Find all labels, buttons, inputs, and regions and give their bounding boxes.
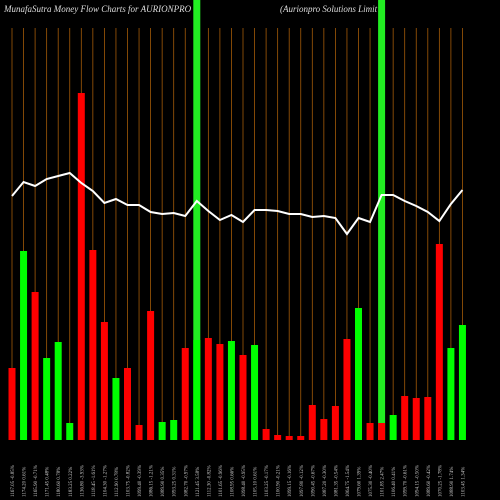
bar [366,423,374,440]
bar [31,292,39,440]
x-tick-label: 1103.25 -0.17% [265,465,270,497]
bar [389,415,397,440]
bar [285,436,293,440]
x-tick-label: 1098.40 -0.95% [242,465,247,497]
bar [170,420,178,440]
x-tick-label: 1112.90 0.78% [115,467,120,497]
x-tick-label: 1106.40 0.41% [392,467,397,497]
x-tick-label: 1064.75 -1.54% [346,465,351,497]
bar [204,338,212,440]
x-tick-label: 1100.90 -0.21% [277,465,282,497]
money-flow-line [11,171,464,236]
highlight-band [378,0,386,440]
bar [274,435,282,440]
bar [147,311,155,440]
chart-subtitle: (Aurionpro Solutions Limit [280,4,378,14]
x-tick-label: 1165.90 -0.71% [34,465,39,497]
bar [435,244,443,440]
bar [378,423,386,440]
bar [193,340,201,440]
bar [297,436,305,440]
bar [43,358,51,440]
bar [135,425,143,440]
bar [77,93,85,440]
x-tick-label: 1079.60 1.39% [358,467,363,497]
bar [181,348,189,440]
x-tick-label: 1105.10 0.61% [254,467,259,497]
x-tick-label: 1183.25 0.22% [69,467,74,497]
x-tick-label: 1094.15 -0.50% [415,465,420,497]
bar [54,342,62,440]
bar [239,355,247,440]
x-tick-label: 1082.70 -0.97% [184,465,189,497]
bar [158,422,166,440]
bar [66,423,74,440]
x-tick-label: 1101.85 2.47% [381,467,386,497]
x-tick-label: 1104.30 -1.27% [103,465,108,497]
bar [112,378,120,440]
x-tick-label: 1099.40 -0.39% [138,465,143,497]
bar [401,396,409,440]
bar [355,308,362,440]
bar [124,368,131,440]
x-tick-label: 1118.45 -1.61% [92,465,97,497]
x-tick-label: 1174.20 0.61% [23,467,28,497]
chart-title: MunafaSutra Money Flow Charts for AURION… [3,4,192,14]
x-tick-label: 1136.80 -3.93% [80,465,85,497]
x-tick-label: 1086.15 -1.21% [150,465,155,497]
x-tick-label: 1112.30 -0.82% [207,465,212,497]
bar [447,348,455,440]
bar [458,325,466,440]
bar [262,429,270,440]
x-tick-label: 1099.70 -0.61% [404,465,409,497]
bar [424,397,432,440]
x-tick-label: 1101.65 -0.96% [219,465,224,497]
x-tick-label: 1070.25 -1.78% [438,465,443,497]
x-tick-label: 1087.20 -0.30% [323,465,328,497]
bar [331,406,339,440]
x-tick-label: 1171.45 0.48% [46,467,51,497]
bar [89,250,97,440]
bar [227,341,235,440]
highlight-band [193,0,201,440]
bar [343,339,351,440]
bar [8,368,16,440]
x-tick-label: 1088.90 1.74% [450,467,455,497]
x-tick-label: 1097.80 -0.12% [300,465,305,497]
bar [20,251,28,440]
x-tick-label: 1089.90 0.35% [161,467,166,497]
x-tick-label: 1121.45 3.58% [196,467,201,497]
bar [412,398,420,440]
bar [251,345,259,440]
x-tick-label: 1167.05 -0.85% [11,465,16,497]
x-tick-label: 1103.45 1.34% [461,467,466,497]
x-tick-label: 1089.60 -0.42% [427,465,432,497]
x-tick-label: 1090.45 -0.67% [311,465,316,497]
bar [100,322,108,440]
x-tick-label: 1103.75 -0.82% [127,465,132,497]
x-tick-label: 1180.60 0.78% [57,467,62,497]
bar [216,344,224,440]
x-tick-label: 1108.95 0.66% [230,467,235,497]
bar [320,419,328,440]
x-tick-label: 1099.15 -0.16% [288,465,293,497]
x-tick-label: 1093.25 0.31% [173,467,178,497]
bar [308,405,316,440]
x-tick-label: 1081.35 -0.54% [334,465,339,497]
x-tick-label: 1075.30 -0.40% [369,465,374,497]
